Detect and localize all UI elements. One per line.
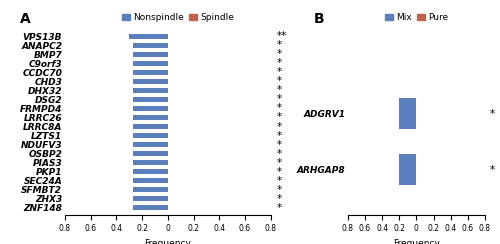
- Bar: [133, 97, 168, 102]
- Bar: [133, 133, 168, 138]
- Text: B: B: [314, 11, 324, 26]
- Bar: [133, 205, 168, 210]
- Text: *: *: [277, 140, 282, 150]
- Bar: [133, 169, 168, 174]
- X-axis label: Frequency: Frequency: [144, 239, 192, 244]
- Text: *: *: [277, 184, 282, 194]
- Bar: [133, 124, 168, 129]
- Text: *: *: [277, 203, 282, 213]
- Text: *: *: [277, 94, 282, 104]
- Text: *: *: [277, 59, 282, 69]
- Bar: [133, 151, 168, 156]
- Text: *: *: [277, 122, 282, 132]
- X-axis label: Frequency: Frequency: [393, 239, 440, 244]
- Text: *: *: [277, 76, 282, 86]
- Text: *: *: [277, 175, 282, 185]
- Text: **: **: [277, 31, 287, 41]
- Bar: [133, 142, 168, 147]
- Text: *: *: [277, 158, 282, 168]
- Bar: [133, 43, 168, 48]
- Text: A: A: [20, 11, 30, 26]
- Bar: [133, 196, 168, 201]
- Bar: [133, 61, 168, 66]
- Bar: [133, 88, 168, 93]
- Bar: [133, 52, 168, 57]
- Text: *: *: [277, 85, 282, 95]
- Text: *: *: [490, 109, 494, 119]
- Text: *: *: [277, 149, 282, 159]
- Text: *: *: [277, 112, 282, 122]
- Text: *: *: [277, 166, 282, 176]
- Bar: [130, 34, 168, 39]
- Text: *: *: [277, 68, 282, 78]
- Text: *: *: [277, 41, 282, 51]
- Bar: [133, 160, 168, 165]
- Bar: [133, 187, 168, 192]
- Bar: [133, 178, 168, 183]
- Legend: Mix, Pure: Mix, Pure: [382, 10, 452, 26]
- Bar: [133, 115, 168, 120]
- Legend: Nonspindle, Spindle: Nonspindle, Spindle: [118, 10, 238, 26]
- Text: *: *: [277, 103, 282, 113]
- Text: *: *: [490, 165, 494, 175]
- Text: *: *: [277, 131, 282, 141]
- Bar: [133, 106, 168, 111]
- Bar: [400, 154, 416, 185]
- Bar: [133, 70, 168, 75]
- Bar: [400, 98, 416, 129]
- Text: *: *: [277, 193, 282, 203]
- Bar: [133, 79, 168, 84]
- Text: *: *: [277, 50, 282, 60]
